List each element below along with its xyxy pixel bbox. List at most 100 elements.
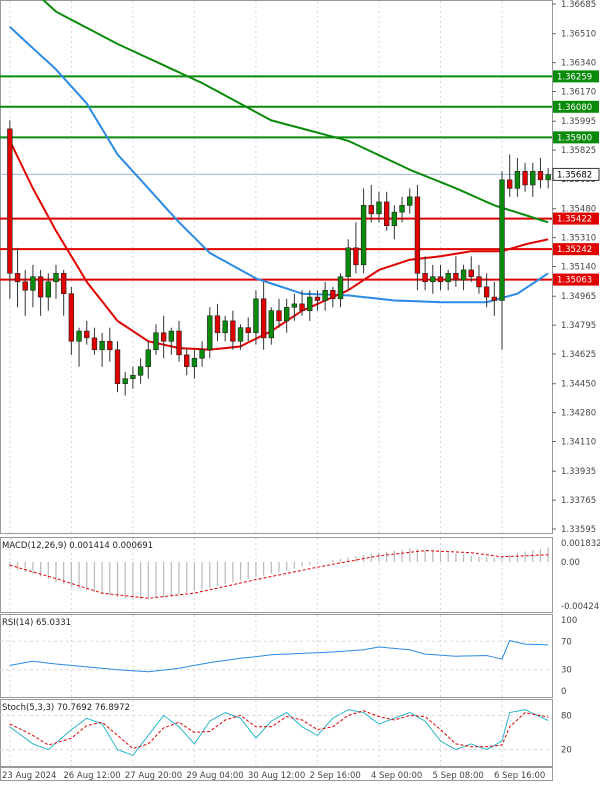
candle-body [291,303,298,308]
candle-body [345,247,351,277]
candle-body [376,201,382,215]
candle-body [491,296,498,301]
candle-body [468,269,474,277]
candle-body [460,269,467,281]
current-price-box [552,167,600,181]
time-axis-label: 27 Aug 20:00 [125,771,182,781]
level-label-box [553,212,599,225]
candle-body [383,201,390,227]
candle-body [445,272,451,283]
macd-tick-label: -0.004241 [561,602,600,612]
candle-body [22,281,28,291]
candle-body [483,286,490,298]
candle-body [114,349,121,385]
candle-body [245,327,251,334]
current-price-label: 1.35682 [557,170,592,180]
price-tick-label: 1.34280 [561,409,596,419]
price-tick-label: 1.36685 [561,0,596,10]
candle-body [299,303,305,311]
rsi-tick-label: 0 [561,687,566,697]
candle-body [30,276,36,291]
candle-body [45,281,51,298]
candle-body [399,205,405,213]
candle-body [207,315,213,351]
price-tick-label: 1.35825 [561,146,596,156]
candle-body [137,366,144,376]
candle-body [337,276,344,300]
candle-body [214,315,221,334]
candle-body [499,179,505,301]
level-label: 1.35900 [557,133,592,143]
candle-body [422,272,428,283]
candle-body [314,296,321,301]
level-label-box [553,70,599,83]
candle-body [514,171,521,189]
candle-body [230,320,236,342]
price-tick-label: 1.33935 [561,467,596,477]
price-tick-label: 1.34110 [561,438,596,448]
candle-body [430,276,436,283]
candle-body [107,340,113,351]
candle-body [37,276,44,298]
candle-body [284,306,290,322]
price-tick-label: 1.35310 [561,234,596,244]
candle-body [99,340,105,351]
candle-body [507,179,513,189]
time-axis-label: 29 Aug 04:00 [186,771,243,781]
rsi-panel [0,614,553,698]
candle-body [160,332,167,342]
candle-body [360,205,367,266]
candle-body [76,330,82,342]
time-axis-label: 4 Sep 00:00 [371,771,422,781]
candle-body [537,171,544,181]
price-tick-label: 1.35140 [561,263,596,273]
candle-body [84,330,90,339]
candle-body [176,330,182,356]
stoch-d-line [9,710,549,750]
macd-tick-label: 0.00 [561,558,580,568]
time-axis-label: 2 Sep 16:00 [309,771,360,781]
price-tick-label: 1.36340 [561,59,596,69]
price-tick-label: 1.34795 [561,321,596,331]
price-tick-label: 1.34450 [561,380,596,390]
candle-body [122,378,128,385]
candle-body [68,293,75,342]
rsi-label: RSI(14) 65.0331 [2,618,71,628]
candle-body [414,196,421,274]
candle-body [268,310,274,339]
candle-body [522,171,528,186]
candle-body [353,247,359,266]
candle-body [53,272,59,283]
candle-body [276,310,282,322]
price-tick-label: 1.35480 [561,205,596,215]
candle-body [130,374,136,379]
level-label-box [553,131,599,144]
candle-body [253,298,259,334]
candle-body [60,272,67,294]
candle-body [391,211,398,227]
candle-body [7,128,13,274]
candle-body [199,349,205,359]
stoch-panel [0,699,553,767]
level-label: 1.36259 [557,72,592,82]
candle-body [184,354,190,368]
level-label-box [553,243,599,256]
price-panel [0,0,553,534]
moving-average-line [41,0,549,224]
candle-body [91,337,98,351]
rsi-tick-label: 30 [561,666,572,676]
candle-body [168,330,175,342]
price-tick-label: 1.33765 [561,496,596,506]
candle-body [222,320,228,334]
candle-body [407,196,413,206]
stoch-label: Stoch(5,3,3) 70.7692 76.8972 [2,703,130,713]
time-axis-label: 5 Sep 08:00 [432,771,483,781]
level-label-box [553,273,599,286]
candle-body [322,289,328,301]
candle-body [191,357,198,368]
time-axis-label: 30 Aug 12:00 [248,771,305,781]
time-axis-label: 26 Aug 12:00 [63,771,120,781]
candle-body [545,174,551,181]
candle-body [368,205,374,215]
price-tick-label: 1.36170 [561,88,596,98]
